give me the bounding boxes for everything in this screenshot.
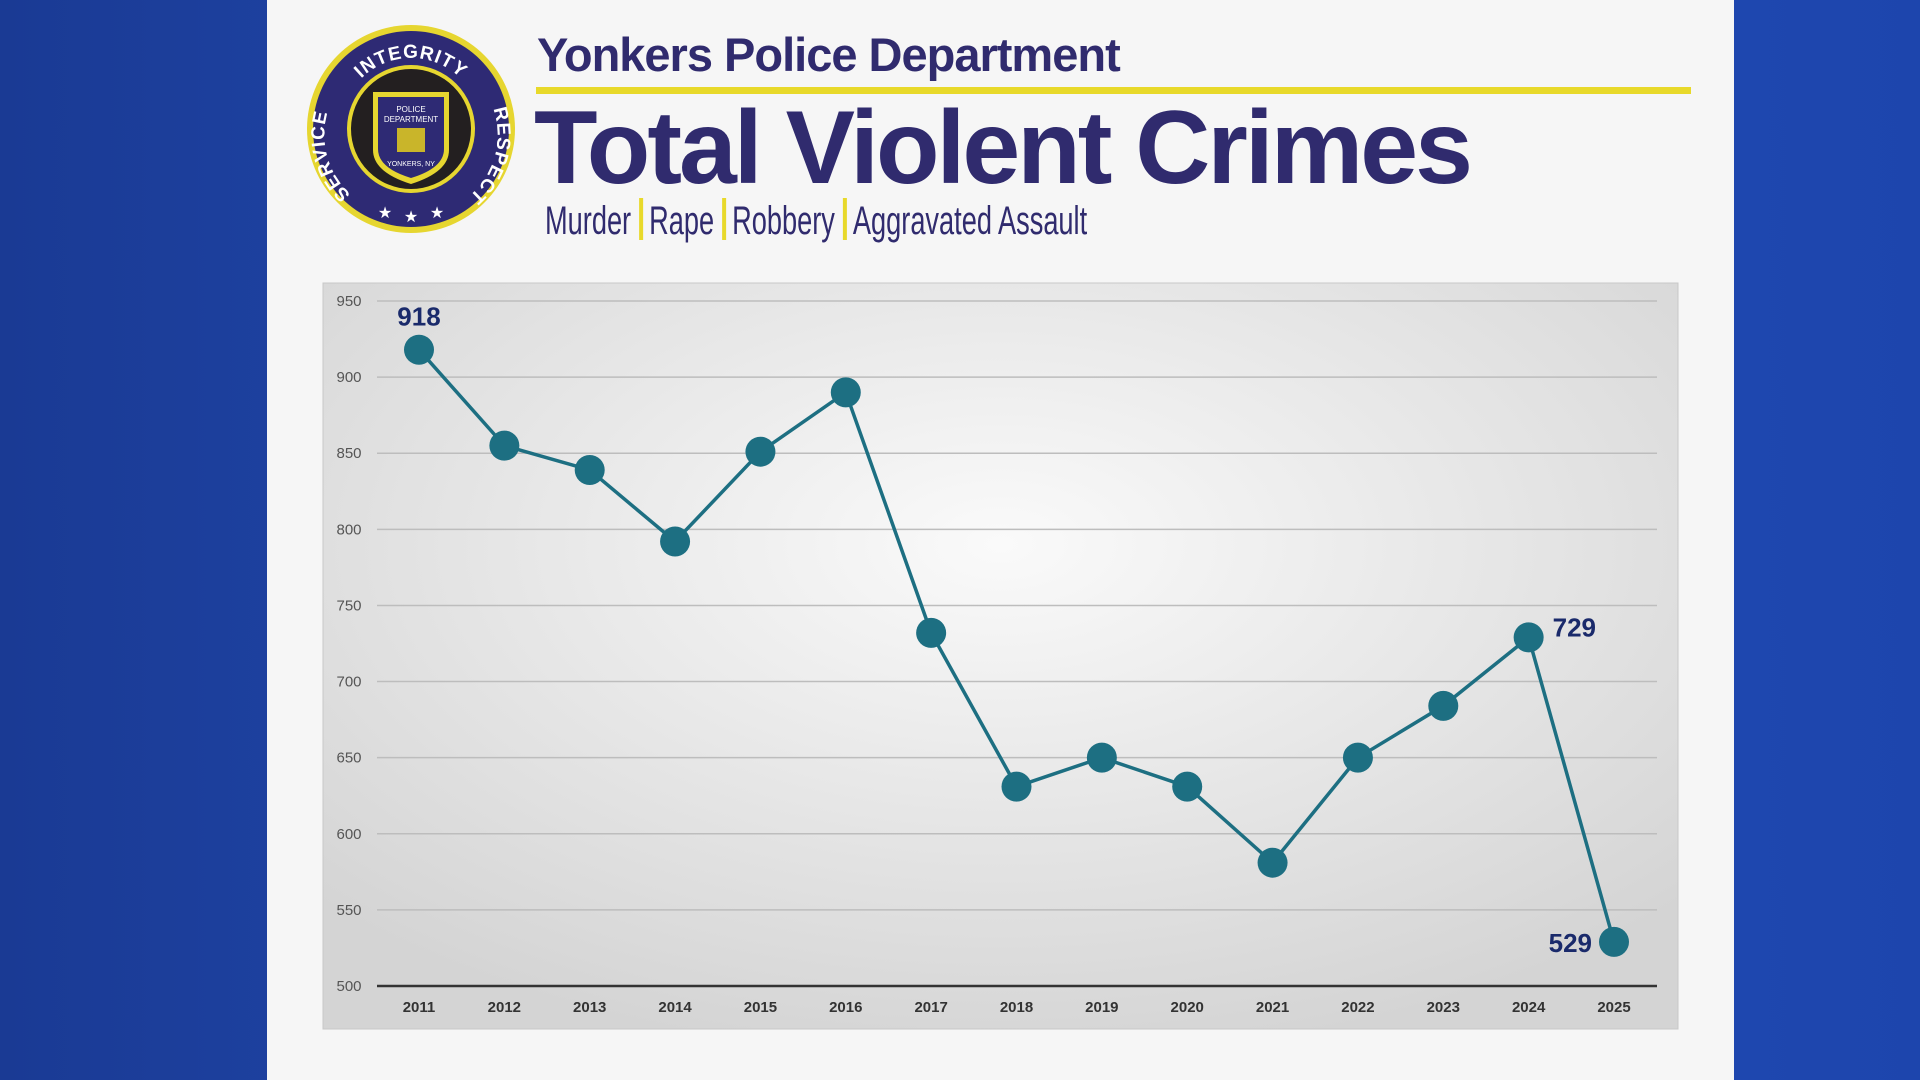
data-point	[1513, 622, 1544, 653]
data-label: 918	[397, 302, 440, 332]
subtitle-separator	[842, 198, 847, 240]
logo-seal	[397, 128, 425, 152]
x-tick-label: 2024	[1512, 999, 1546, 1016]
y-tick-label: 600	[336, 826, 361, 843]
y-tick-label: 950	[336, 293, 361, 310]
x-tick-label: 2011	[403, 999, 436, 1016]
plot-area	[322, 282, 1679, 1030]
title-rule	[536, 87, 1691, 94]
x-tick-label: 2013	[573, 999, 606, 1016]
subtitle: Murder Rape Robbery Aggravated Assault	[545, 198, 1088, 243]
x-tick-label: 2022	[1341, 999, 1374, 1016]
data-point	[1257, 847, 1288, 878]
data-point	[1172, 771, 1203, 802]
data-label: 529	[1549, 928, 1592, 958]
x-tick-label: 2020	[1171, 999, 1204, 1016]
x-tick-label: 2015	[744, 999, 777, 1016]
logo-star: ★	[430, 205, 444, 222]
y-tick-label: 650	[336, 750, 361, 767]
x-tick-label: 2012	[488, 999, 521, 1016]
subtitle-item: Robbery	[732, 199, 835, 243]
subtitle-item: Aggravated Assault	[853, 199, 1088, 243]
x-tick-label: 2019	[1085, 999, 1118, 1016]
x-tick-label: 2014	[658, 999, 692, 1016]
department-name: Yonkers Police Department	[537, 28, 1121, 81]
data-label: 729	[1553, 612, 1596, 642]
subtitle-item: Rape	[649, 199, 714, 243]
logo: INTEGRITY SERVICE RESPECT POLICE DEPARTM…	[307, 25, 515, 233]
chart: 500 550 600 650 700 750 800 850 900 950 2011 2012 20…	[336, 293, 1657, 1016]
y-tick-label: 850	[336, 445, 361, 462]
x-tick-label: 2016	[829, 999, 862, 1016]
data-point	[916, 617, 947, 648]
data-point	[404, 334, 434, 365]
y-tick-label: 550	[336, 902, 361, 919]
y-tick-label: 500	[336, 978, 361, 995]
logo-star: ★	[378, 205, 392, 222]
x-tick-label: 2021	[1256, 999, 1289, 1016]
x-tick-label: 2025	[1597, 999, 1630, 1016]
subtitle-separator	[639, 198, 644, 240]
data-point	[1086, 742, 1117, 773]
x-tick-label: 2017	[914, 999, 947, 1016]
data-point	[830, 377, 861, 408]
y-tick-label: 900	[336, 369, 361, 386]
chart-title: Total Violent Crimes	[534, 90, 1470, 206]
subtitle-separator	[722, 198, 727, 240]
data-point	[1599, 926, 1629, 957]
y-tick-label: 750	[336, 597, 361, 614]
data-point	[1428, 690, 1459, 721]
x-tick-label: 2023	[1427, 999, 1460, 1016]
logo-star: ★	[404, 209, 418, 226]
x-tick-label: 2018	[1000, 999, 1033, 1016]
y-tick-label: 800	[336, 521, 361, 538]
subtitle-item: Murder	[545, 199, 631, 243]
data-point	[1342, 742, 1373, 773]
data-point	[1001, 771, 1032, 802]
logo-text: DEPARTMENT	[384, 115, 438, 124]
y-tick-label: 700	[336, 674, 361, 691]
logo-text: POLICE	[396, 105, 425, 114]
logo-text: YONKERS, NY	[387, 161, 435, 168]
data-point	[745, 436, 776, 467]
data-point	[489, 430, 520, 461]
data-point	[660, 526, 691, 557]
data-point	[574, 454, 605, 485]
